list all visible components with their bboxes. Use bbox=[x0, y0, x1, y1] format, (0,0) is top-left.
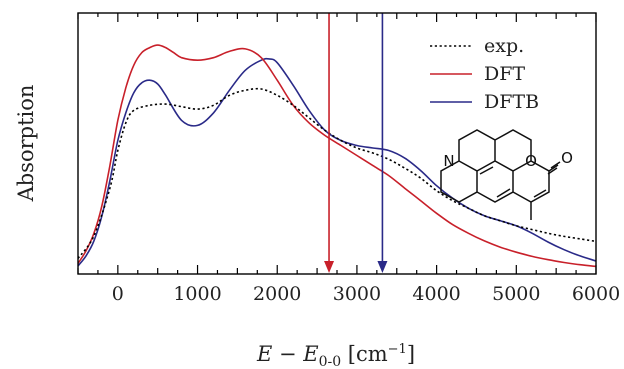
legend-label-dft: DFT bbox=[484, 63, 525, 85]
x-tick-label: 4000 bbox=[412, 283, 460, 305]
atom-label-nitrogen: N bbox=[443, 152, 454, 170]
x-axis-title-subscript: 0-0 bbox=[319, 354, 342, 369]
series-line-exp bbox=[77, 87, 597, 259]
molecule-bonds bbox=[440, 129, 559, 220]
x-axis-title-superscript: −1 bbox=[388, 342, 407, 357]
molecule-structure-inset bbox=[440, 129, 561, 220]
bottom-tick-marks bbox=[77, 265, 597, 274]
atom-label-carbonyl-oxygen: O bbox=[561, 149, 573, 167]
plot-frame bbox=[77, 12, 597, 275]
x-tick-label: 5000 bbox=[492, 283, 540, 305]
x-tick-labels: 0 1000 2000 3000 4000 5000 6000 bbox=[112, 283, 620, 305]
series-line-dftb bbox=[77, 57, 597, 267]
y-axis-title: Absorption bbox=[14, 85, 38, 203]
top-tick-marks bbox=[77, 13, 597, 22]
x-axis-title-unit: [cm bbox=[341, 342, 388, 366]
x-axis-title: E − E0-0 [cm−1] bbox=[256, 342, 415, 369]
legend-label-dftb: DFTB bbox=[484, 91, 539, 113]
x-tick-label: 1000 bbox=[173, 283, 221, 305]
series-line-dft bbox=[77, 44, 597, 268]
carbonyl-double-bond bbox=[547, 161, 561, 175]
x-tick-label: 0 bbox=[112, 283, 124, 305]
x-tick-label: 3000 bbox=[333, 283, 381, 305]
x-axis-title-close: ] bbox=[407, 342, 415, 366]
arrow-head-dft bbox=[324, 261, 335, 273]
series-lines bbox=[77, 44, 597, 268]
arrow-head-dftb bbox=[377, 261, 388, 273]
x-tick-label: 2000 bbox=[253, 283, 301, 305]
legend: exp. DFT DFTB bbox=[430, 35, 539, 113]
vertical-arrows bbox=[324, 13, 388, 273]
atom-label-ring-oxygen: O bbox=[525, 152, 537, 170]
x-tick-label: 6000 bbox=[572, 283, 620, 305]
legend-label-exp: exp. bbox=[484, 35, 524, 57]
x-axis-title-main: E − E bbox=[256, 342, 319, 366]
